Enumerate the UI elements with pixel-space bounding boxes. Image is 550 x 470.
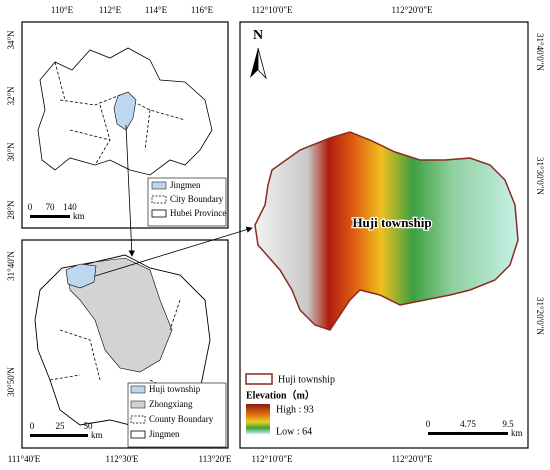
tick-label: 30°50'N xyxy=(6,367,16,397)
legend-swatch xyxy=(151,209,167,218)
scale-bar xyxy=(30,215,70,218)
scale-label: 9.5 xyxy=(502,419,514,429)
main-frame xyxy=(239,21,529,449)
legend-label: Zhongxiang xyxy=(149,399,193,409)
huji-region xyxy=(65,263,97,289)
legend-title: Elevation（m） xyxy=(246,388,315,401)
tick-label: 110°E xyxy=(51,5,74,15)
tick-label: 28°N xyxy=(6,200,16,220)
scale-label: 0 xyxy=(426,419,431,429)
tick-label: 112°E xyxy=(99,5,122,15)
legend-swatch xyxy=(151,195,167,204)
tick-label: 112°20'0"E xyxy=(391,5,433,15)
tick-label: 31°40'0"N xyxy=(535,33,545,71)
tick-label: 116°E xyxy=(191,5,214,15)
legend-label: County Boundary xyxy=(149,414,214,424)
tick-label: 114°E xyxy=(145,5,168,15)
city-boundaries xyxy=(54,61,186,166)
scale-label: 70 xyxy=(46,202,56,212)
zhongxiang-region xyxy=(67,257,173,373)
tick-label: 34°N xyxy=(6,30,16,50)
legend-ramp xyxy=(246,404,270,434)
north-arrow xyxy=(257,47,267,80)
tick-label: 113°20'E xyxy=(199,454,232,464)
legend-label: Huji township xyxy=(149,384,201,394)
jingmen-region xyxy=(113,91,137,131)
legend-label: Hubei Province xyxy=(170,208,226,218)
scale-label: 0 xyxy=(28,202,33,212)
tick-label: 31°40'N xyxy=(6,251,16,281)
legend-swatch xyxy=(130,430,146,439)
scale-unit: km xyxy=(91,430,103,440)
legend-label: Low : 64 xyxy=(276,426,312,437)
county-boundaries xyxy=(49,299,181,396)
legend-swatch xyxy=(130,400,146,409)
scale-label: 50 xyxy=(84,421,94,431)
tick-label: 30°N xyxy=(6,142,16,162)
tick-label: 112°10'0"E xyxy=(251,454,293,464)
tick-label: 31°30'0"N xyxy=(535,157,545,195)
scale-bar xyxy=(30,434,88,437)
huji-elevation xyxy=(254,131,519,331)
legend-swatch xyxy=(130,415,146,424)
legend-label: Jingmen xyxy=(149,429,180,439)
tick-label: 112°20'0"E xyxy=(391,454,433,464)
tick-label: 111°40'E xyxy=(8,454,41,464)
north-arrow xyxy=(250,48,258,78)
map-label: Huji township xyxy=(352,215,431,230)
scale-label: 0 xyxy=(30,421,35,431)
link-arrow xyxy=(94,226,253,277)
tick-label: 112°30'E xyxy=(106,454,139,464)
north-label: N xyxy=(253,28,263,43)
scale-bar xyxy=(428,432,508,435)
scale-label: 4.75 xyxy=(460,419,476,429)
legend-box xyxy=(127,382,227,448)
legend-label: Huji township xyxy=(278,374,335,385)
legend-swatch xyxy=(130,385,146,394)
tick-label: 31°20'0"N xyxy=(535,297,545,335)
inset-frame xyxy=(21,239,229,449)
legend-label: City Boundary xyxy=(170,194,224,204)
inset-frame xyxy=(21,21,229,229)
tick-label: 32°N xyxy=(6,86,16,106)
scale-label: 140 xyxy=(63,202,77,212)
scale-unit: km xyxy=(73,211,85,221)
legend-swatch xyxy=(151,181,167,190)
legend-label: High : 93 xyxy=(276,404,314,415)
scale-unit: km xyxy=(511,428,523,438)
scale-label: 25 xyxy=(56,421,66,431)
link-arrow xyxy=(125,124,135,257)
tick-label: 112°10'0"E xyxy=(251,5,293,15)
legend-label: Jingmen xyxy=(170,180,201,190)
legend-swatch xyxy=(245,373,273,385)
